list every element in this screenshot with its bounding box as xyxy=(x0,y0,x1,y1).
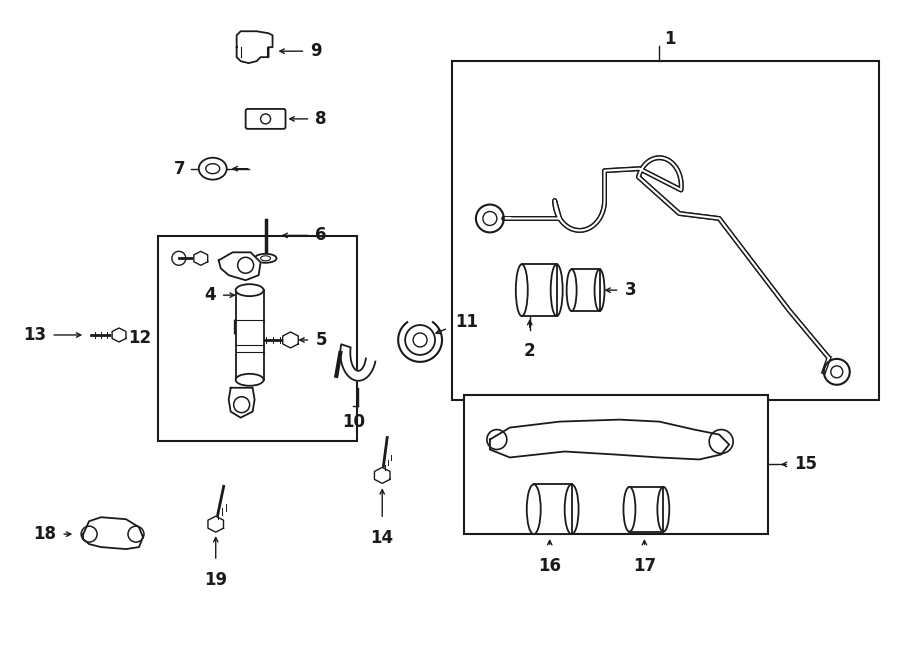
Ellipse shape xyxy=(624,487,635,531)
Text: 18: 18 xyxy=(33,525,56,543)
Ellipse shape xyxy=(199,158,227,180)
Bar xyxy=(629,487,663,532)
Ellipse shape xyxy=(236,374,264,386)
Text: 6: 6 xyxy=(315,227,327,245)
Text: 16: 16 xyxy=(538,557,562,575)
Polygon shape xyxy=(219,253,261,280)
Text: 10: 10 xyxy=(342,412,364,431)
Text: 15: 15 xyxy=(794,455,817,473)
Text: 12: 12 xyxy=(128,329,151,347)
Polygon shape xyxy=(374,467,390,483)
Text: 8: 8 xyxy=(315,110,327,128)
Text: 14: 14 xyxy=(371,529,394,547)
Text: 4: 4 xyxy=(204,286,216,304)
Text: 17: 17 xyxy=(633,557,656,575)
Polygon shape xyxy=(490,420,729,459)
Bar xyxy=(572,269,599,311)
Bar xyxy=(236,290,264,380)
Ellipse shape xyxy=(526,485,541,534)
Polygon shape xyxy=(112,328,126,342)
Polygon shape xyxy=(83,517,143,549)
Text: 5: 5 xyxy=(315,331,327,349)
Polygon shape xyxy=(340,344,375,381)
Polygon shape xyxy=(229,388,255,418)
Ellipse shape xyxy=(255,254,276,263)
Bar xyxy=(522,264,557,316)
Ellipse shape xyxy=(405,325,435,355)
Text: 19: 19 xyxy=(204,571,228,589)
Ellipse shape xyxy=(516,264,527,316)
Text: 7: 7 xyxy=(175,160,185,178)
Text: 11: 11 xyxy=(455,313,478,331)
FancyBboxPatch shape xyxy=(235,320,256,334)
Bar xyxy=(452,61,878,400)
Text: 1: 1 xyxy=(664,30,676,48)
Text: 9: 9 xyxy=(310,42,322,60)
Bar xyxy=(464,395,768,534)
Text: 13: 13 xyxy=(23,326,46,344)
FancyBboxPatch shape xyxy=(246,109,285,129)
Polygon shape xyxy=(194,251,208,265)
Text: 2: 2 xyxy=(524,342,536,360)
Ellipse shape xyxy=(236,284,264,296)
Text: 3: 3 xyxy=(625,281,636,299)
Polygon shape xyxy=(208,516,223,532)
Polygon shape xyxy=(237,31,273,63)
Polygon shape xyxy=(283,332,298,348)
Ellipse shape xyxy=(567,269,577,311)
Bar xyxy=(158,237,357,440)
Bar xyxy=(534,485,572,534)
